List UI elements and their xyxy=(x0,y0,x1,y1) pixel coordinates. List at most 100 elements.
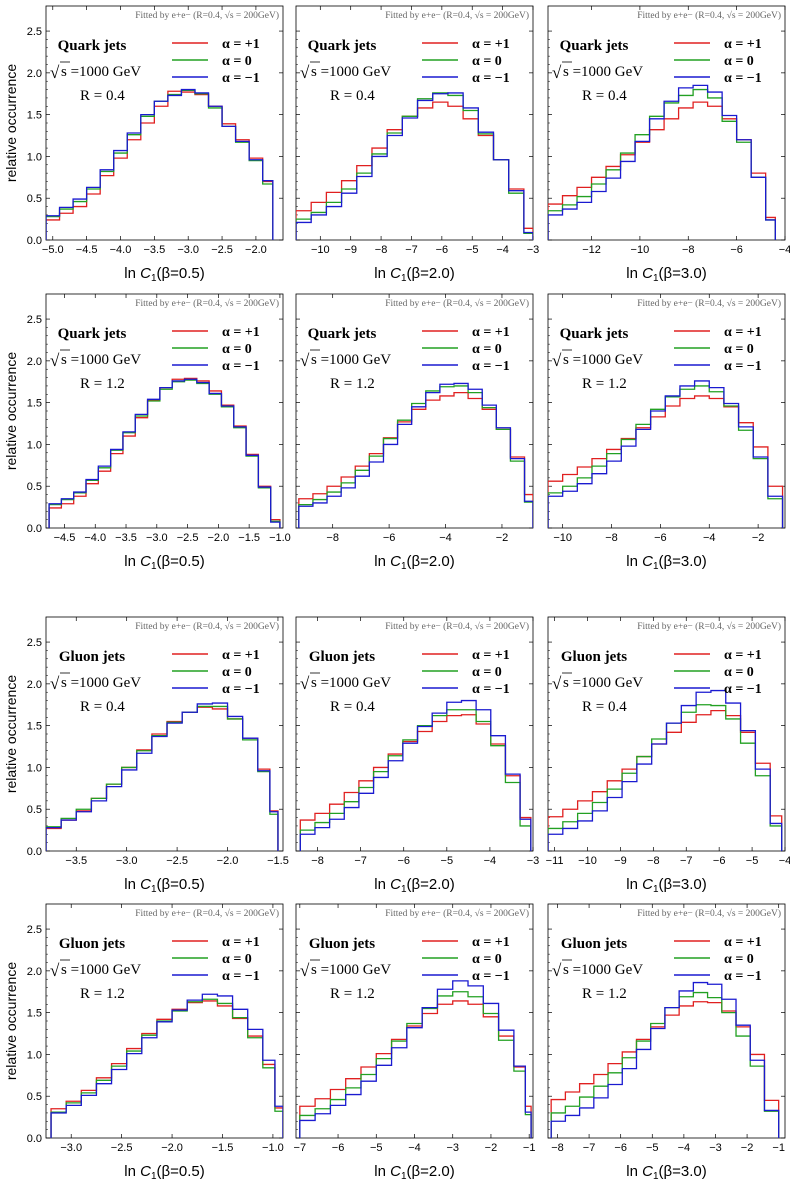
sqrt-sign: √ xyxy=(50,351,60,370)
y-tick-label: 2.0 xyxy=(27,356,42,368)
radius-label: R = 1.2 xyxy=(582,986,627,1002)
x-tick-label: −2 xyxy=(485,1142,498,1154)
x-tick-label: −5 xyxy=(370,1142,383,1154)
x-axis-label: ln C1(β=0.5) xyxy=(124,265,204,284)
series-alpha-minus1 xyxy=(48,378,281,528)
x-axis-label: ln C1(β=2.0) xyxy=(374,553,454,572)
x-axis-label: ln C1(β=0.5) xyxy=(124,553,204,572)
x-tick-label: −7 xyxy=(294,1142,307,1154)
x-tick-label: −3.0 xyxy=(146,532,168,544)
fit-note: Fitted by e+e− (R=0.4, √s = 200GeV) xyxy=(135,621,279,632)
x-tick-label: −4 xyxy=(408,1142,421,1154)
jet-type-label: Gluon jets xyxy=(561,649,627,665)
sqrt-sign: √ xyxy=(300,674,310,693)
x-tick-label: −1.5 xyxy=(212,1142,234,1154)
histograms xyxy=(548,380,784,528)
y-tick-label: 0.0 xyxy=(27,523,42,535)
fit-note: Fitted by e+e− (R=0.4, √s = 200GeV) xyxy=(385,621,529,632)
legend-label: α = +1 xyxy=(222,37,260,52)
fit-note: Fitted by e+e− (R=0.4, √s = 200GeV) xyxy=(135,908,279,919)
legend-label: α = −1 xyxy=(724,969,762,984)
x-tick-label: −9 xyxy=(614,855,627,867)
x-tick-label: −1 xyxy=(523,1142,536,1154)
plot-frame xyxy=(295,616,534,852)
x-tick-label: −1.5 xyxy=(267,855,289,867)
panel-4-2: −7 −6 −5 −4 −3 −2 −1 ln C1(β=2.0) Fitted by e+e−… xyxy=(294,903,536,1182)
sqrt-s-label: s =1000 GeV xyxy=(563,962,643,978)
y-tick-label: 2.0 xyxy=(27,966,42,978)
sqrt-sign: √ xyxy=(552,674,562,693)
panel-2-1: 0.0 0.5 1.0 1.5 2.0 2.5 relative occurrence −4.… xyxy=(3,293,291,572)
sqrt-sign: √ xyxy=(552,961,562,980)
legend-label: α = −1 xyxy=(222,71,260,86)
legend-label: α = −1 xyxy=(724,359,762,374)
radius-label: R = 0.4 xyxy=(330,699,375,715)
jet-type-label: Quark jets xyxy=(58,38,127,54)
y-tick-label: 1.0 xyxy=(27,762,42,774)
sqrt-s-label: s =1000 GeV xyxy=(563,352,643,368)
x-axis-label: ln C1(β=2.0) xyxy=(374,265,454,284)
sqrt-s-label: s =1000 GeV xyxy=(311,675,391,691)
x-tick-label: −3.5 xyxy=(115,532,137,544)
fit-note: Fitted by e+e− (R=0.4, √s = 200GeV) xyxy=(385,298,529,309)
histograms xyxy=(46,702,279,851)
panel-1-3: −12 −10 −8 −6 −4 ln C1(β=3.0) Fitted by e+e− (… xyxy=(547,5,790,284)
x-axis-label: ln C1(β=0.5) xyxy=(124,876,204,895)
x-tick-label: −2.0 xyxy=(161,1142,183,1154)
x-tick-label: −10 xyxy=(311,244,330,256)
series-alpha-minus1 xyxy=(299,980,532,1138)
legend-label: α = −1 xyxy=(724,71,762,86)
series-alpha-0 xyxy=(298,385,533,528)
histograms xyxy=(550,981,780,1138)
sqrt-sign: √ xyxy=(300,63,310,82)
x-tick-label: −2 xyxy=(496,532,509,544)
legend-label: α = +1 xyxy=(222,325,260,340)
x-tick-label: −8 xyxy=(682,244,695,256)
x-tick-label: −8 xyxy=(326,532,339,544)
x-tick-label: −4 xyxy=(779,244,790,256)
plot-frame xyxy=(295,293,534,529)
sqrt-sign: √ xyxy=(50,961,60,980)
histograms xyxy=(298,382,533,528)
y-tick-label: 2.0 xyxy=(27,679,42,691)
histograms xyxy=(299,699,532,851)
x-tick-label: −5 xyxy=(441,855,454,867)
x-tick-label: −6 xyxy=(436,244,449,256)
sqrt-s-label: s =1000 GeV xyxy=(61,962,141,978)
sqrt-s-label: s =1000 GeV xyxy=(61,64,141,80)
x-tick-label: −1 xyxy=(772,1142,785,1154)
radius-label: R = 0.4 xyxy=(80,88,125,104)
x-tick-label: −5.0 xyxy=(42,244,64,256)
x-tick-label: −3 xyxy=(709,1142,722,1154)
plot-frame xyxy=(547,903,786,1139)
y-tick-label: 2.5 xyxy=(27,924,42,936)
x-tick-label: −3 xyxy=(527,855,540,867)
histograms xyxy=(48,377,281,528)
histograms xyxy=(50,993,283,1138)
radius-label: R = 0.4 xyxy=(582,699,627,715)
x-tick-label: −4.5 xyxy=(54,532,76,544)
sqrt-s-label: s =1000 GeV xyxy=(61,675,141,691)
fit-note: Fitted by e+e− (R=0.4, √s = 200GeV) xyxy=(385,10,529,21)
x-tick-label: −7 xyxy=(405,244,418,256)
legend-label: α = 0 xyxy=(724,665,754,680)
legend-label: α = +1 xyxy=(222,935,260,950)
legend-label: α = +1 xyxy=(472,935,510,950)
y-tick-label: 0.5 xyxy=(27,481,42,493)
histograms xyxy=(46,88,274,240)
legend-label: α = 0 xyxy=(472,952,502,967)
x-tick-label: −5 xyxy=(746,855,759,867)
x-tick-label: −2.0 xyxy=(208,532,230,544)
x-tick-label: −10 xyxy=(553,532,572,544)
x-tick-label: −7 xyxy=(680,855,693,867)
x-tick-label: −4 xyxy=(484,855,497,867)
x-tick-label: −4 xyxy=(678,1142,691,1154)
plot-frame xyxy=(547,5,786,241)
x-tick-label: −4.0 xyxy=(110,244,132,256)
x-tick-label: −4 xyxy=(496,244,509,256)
x-tick-label: −3 xyxy=(527,244,540,256)
legend-label: α = 0 xyxy=(222,342,252,357)
legend-label: α = 0 xyxy=(222,54,252,69)
histograms xyxy=(299,980,532,1138)
